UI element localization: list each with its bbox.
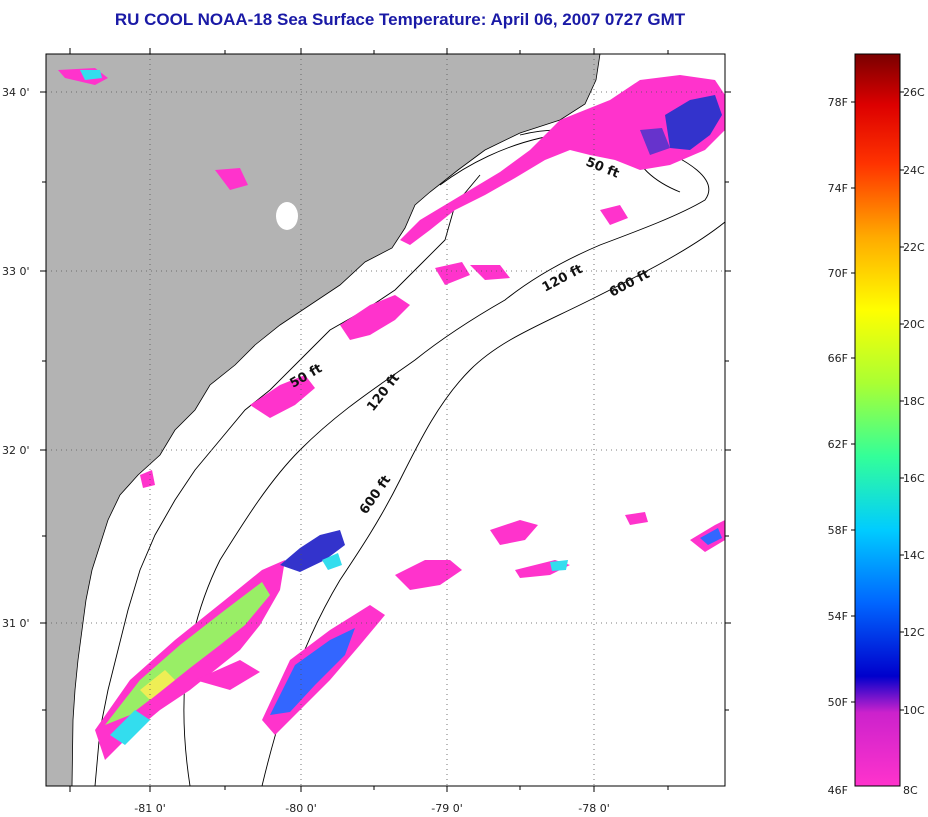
colorbar-c-label: 24C bbox=[903, 164, 925, 177]
map-title: RU COOL NOAA-18 Sea Surface Temperature:… bbox=[114, 10, 686, 29]
lat-label-33: 33 0' bbox=[2, 265, 30, 278]
colorbar-c-label: 20C bbox=[903, 318, 925, 331]
lat-label-31: 31 0' bbox=[2, 617, 30, 630]
map-border bbox=[45, 53, 726, 787]
colorbar-f-label: 66F bbox=[828, 352, 848, 365]
lon-label-80: -80 0' bbox=[285, 802, 317, 815]
colorbar-c-label: 16C bbox=[903, 472, 925, 485]
sst-patches bbox=[58, 68, 725, 760]
land-mass bbox=[46, 54, 600, 786]
graticule bbox=[46, 54, 725, 786]
colorbar-c-label: 8C bbox=[903, 784, 918, 797]
colorbar-f-label: 58F bbox=[828, 524, 848, 537]
colorbar-c-label: 22C bbox=[903, 241, 925, 254]
colorbar-gradient bbox=[854, 53, 901, 787]
lon-label-81: -81 0' bbox=[134, 802, 166, 815]
colorbar-c-label: 10C bbox=[903, 704, 925, 717]
colorbar-c-label: 26C bbox=[903, 86, 925, 99]
lon-label-79: -79 0' bbox=[431, 802, 463, 815]
colorbar-f-label: 62F bbox=[828, 438, 848, 451]
lat-label-32: 32 0' bbox=[2, 444, 30, 457]
colorbar-f-label: 74F bbox=[828, 182, 848, 195]
inland-lake bbox=[276, 202, 298, 230]
colorbar-c-label: 12C bbox=[903, 626, 925, 639]
lat-label-34: 34 0' bbox=[2, 86, 30, 99]
colorbar-f-label: 54F bbox=[828, 610, 848, 623]
colorbar-f-label: 50F bbox=[828, 696, 848, 709]
coastline bbox=[71, 54, 601, 786]
colorbar-c-label: 14C bbox=[903, 549, 925, 562]
lon-label-78: -78 0' bbox=[578, 802, 610, 815]
axis-ticks bbox=[40, 48, 731, 792]
colorbar-f-label: 46F bbox=[828, 784, 848, 797]
contour-600ft bbox=[261, 221, 725, 786]
colorbar: 78F 74F 70F 66F 62F 58F 54F 50F 46F 26C … bbox=[828, 53, 925, 797]
colorbar-c-label: 18C bbox=[903, 395, 925, 408]
colorbar-f-label: 78F bbox=[828, 96, 848, 109]
colorbar-f-label: 70F bbox=[828, 267, 848, 280]
